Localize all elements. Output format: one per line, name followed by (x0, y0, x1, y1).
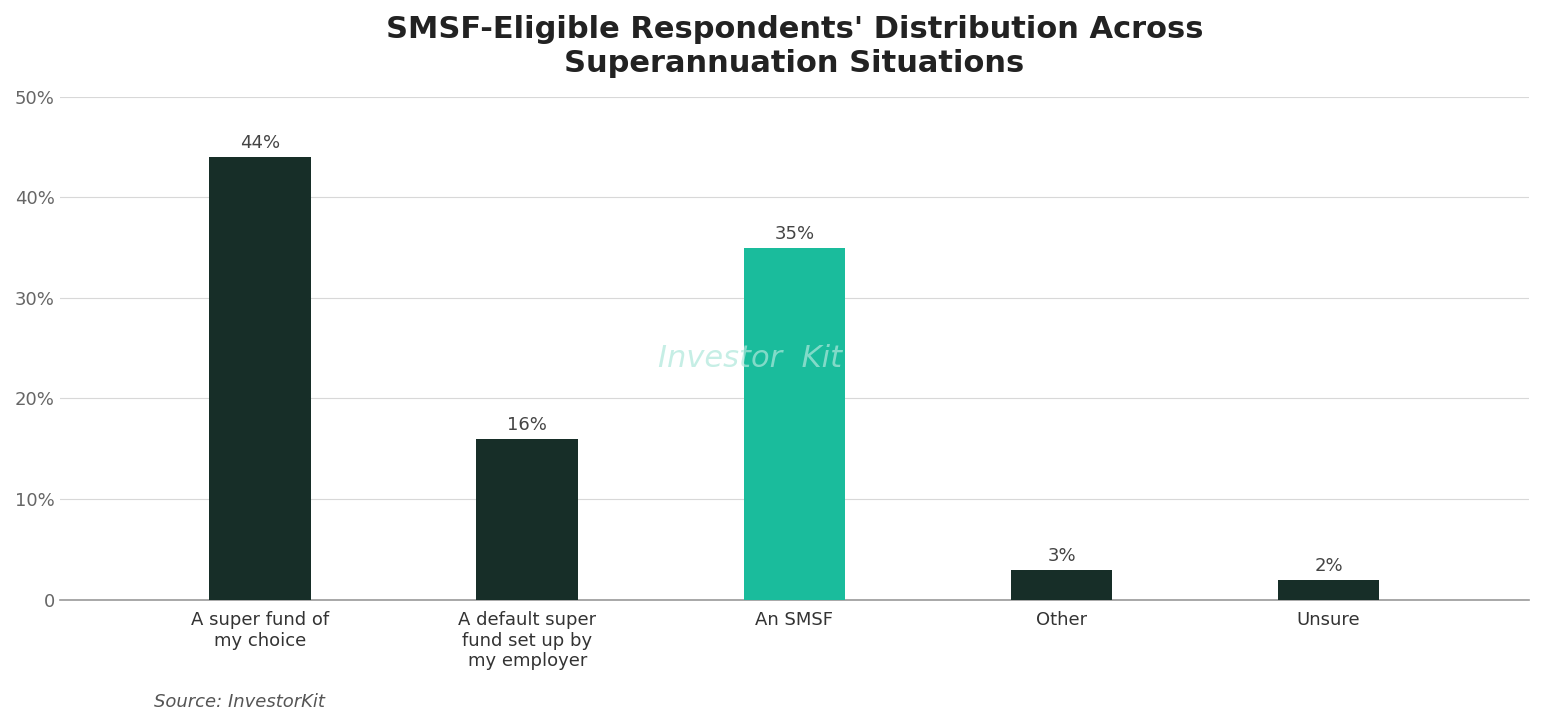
Bar (477, 438, 577, 600)
Bar (210, 157, 310, 600)
Text: Investor  Kit: Investor Kit (658, 343, 843, 373)
Bar (1011, 570, 1112, 600)
Text: Source: InvestorKit: Source: InvestorKit (154, 693, 326, 711)
Title: SMSF-Eligible Respondents' Distribution Across
Superannuation Situations: SMSF-Eligible Respondents' Distribution … (386, 15, 1203, 78)
Text: 2%: 2% (1314, 557, 1343, 575)
Text: 3%: 3% (1047, 546, 1076, 565)
Bar (1278, 580, 1379, 600)
Text: 35%: 35% (774, 224, 814, 243)
Bar (744, 248, 845, 600)
Text: 44%: 44% (239, 134, 279, 152)
Text: 16%: 16% (508, 416, 547, 433)
